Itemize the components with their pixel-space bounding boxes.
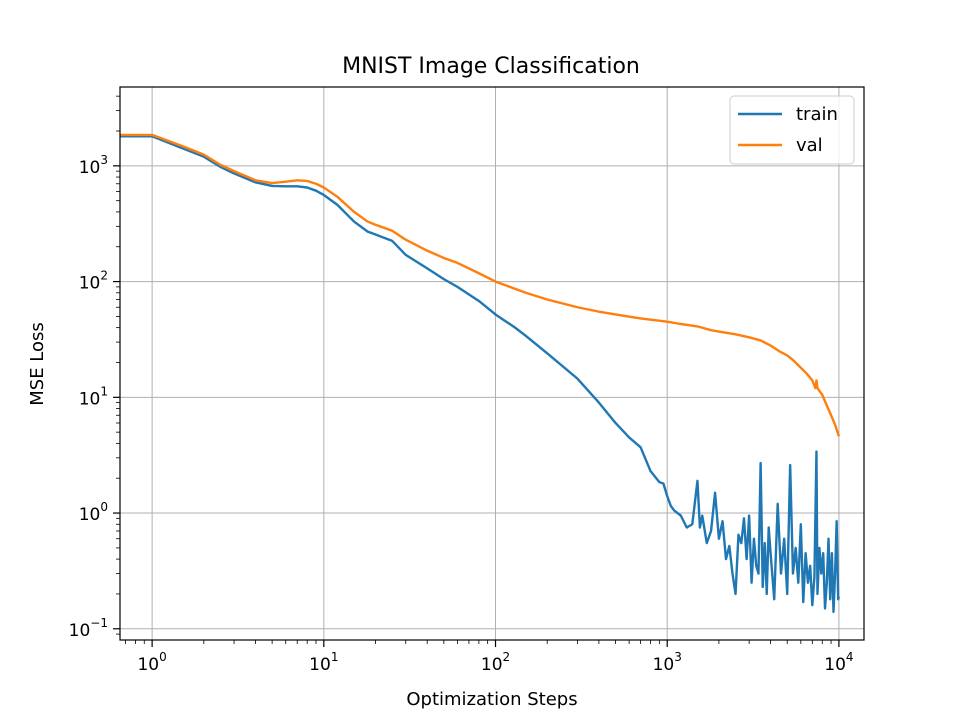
- plot-frame: [119, 86, 865, 641]
- y-tick-exponent: 3: [100, 153, 108, 167]
- x-tick-label: 100: [137, 650, 166, 675]
- y-tick-label: 101: [79, 384, 108, 409]
- x-tick-exponent: 3: [674, 650, 682, 664]
- chart-title: MNIST Image Classification: [342, 54, 640, 79]
- x-tick-label: 102: [481, 650, 510, 675]
- y-tick-base: 10: [79, 505, 101, 525]
- legend-label-train: train: [796, 104, 838, 125]
- x-tick-label: 101: [309, 650, 338, 675]
- x-axis-label: Optimization Steps: [406, 689, 577, 710]
- y-tick-label: 10−1: [69, 616, 108, 641]
- y-tick-exponent: 1: [100, 384, 108, 398]
- x-tick-exponent: 4: [846, 650, 854, 664]
- y-tick-base: 10: [79, 158, 101, 178]
- y-axis-label: MSE Loss: [27, 322, 48, 406]
- legend: train val: [729, 95, 855, 165]
- y-tick-label: 103: [79, 153, 108, 178]
- x-tick-exponent: 1: [331, 650, 339, 664]
- x-tick-label: 103: [653, 650, 682, 675]
- series-line-val: [120, 133, 841, 437]
- series-line-train: [120, 135, 841, 614]
- y-tick-label: 100: [79, 500, 108, 525]
- y-tick-label: 102: [79, 269, 108, 294]
- x-tick-label: 104: [824, 650, 853, 675]
- y-tick-exponent: 2: [100, 269, 108, 283]
- y-tick-exponent: −1: [90, 616, 108, 630]
- y-tick-exponent: 0: [100, 500, 108, 514]
- y-tick-base: 10: [69, 621, 91, 641]
- x-tick-exponent: 2: [503, 650, 511, 664]
- legend-label-val: val: [796, 135, 823, 156]
- y-tick-base: 10: [79, 389, 101, 409]
- x-tick-exponent: 0: [159, 650, 167, 664]
- y-tick-base: 10: [79, 274, 101, 294]
- series-lines: [120, 133, 841, 614]
- grid-lines: [120, 87, 864, 640]
